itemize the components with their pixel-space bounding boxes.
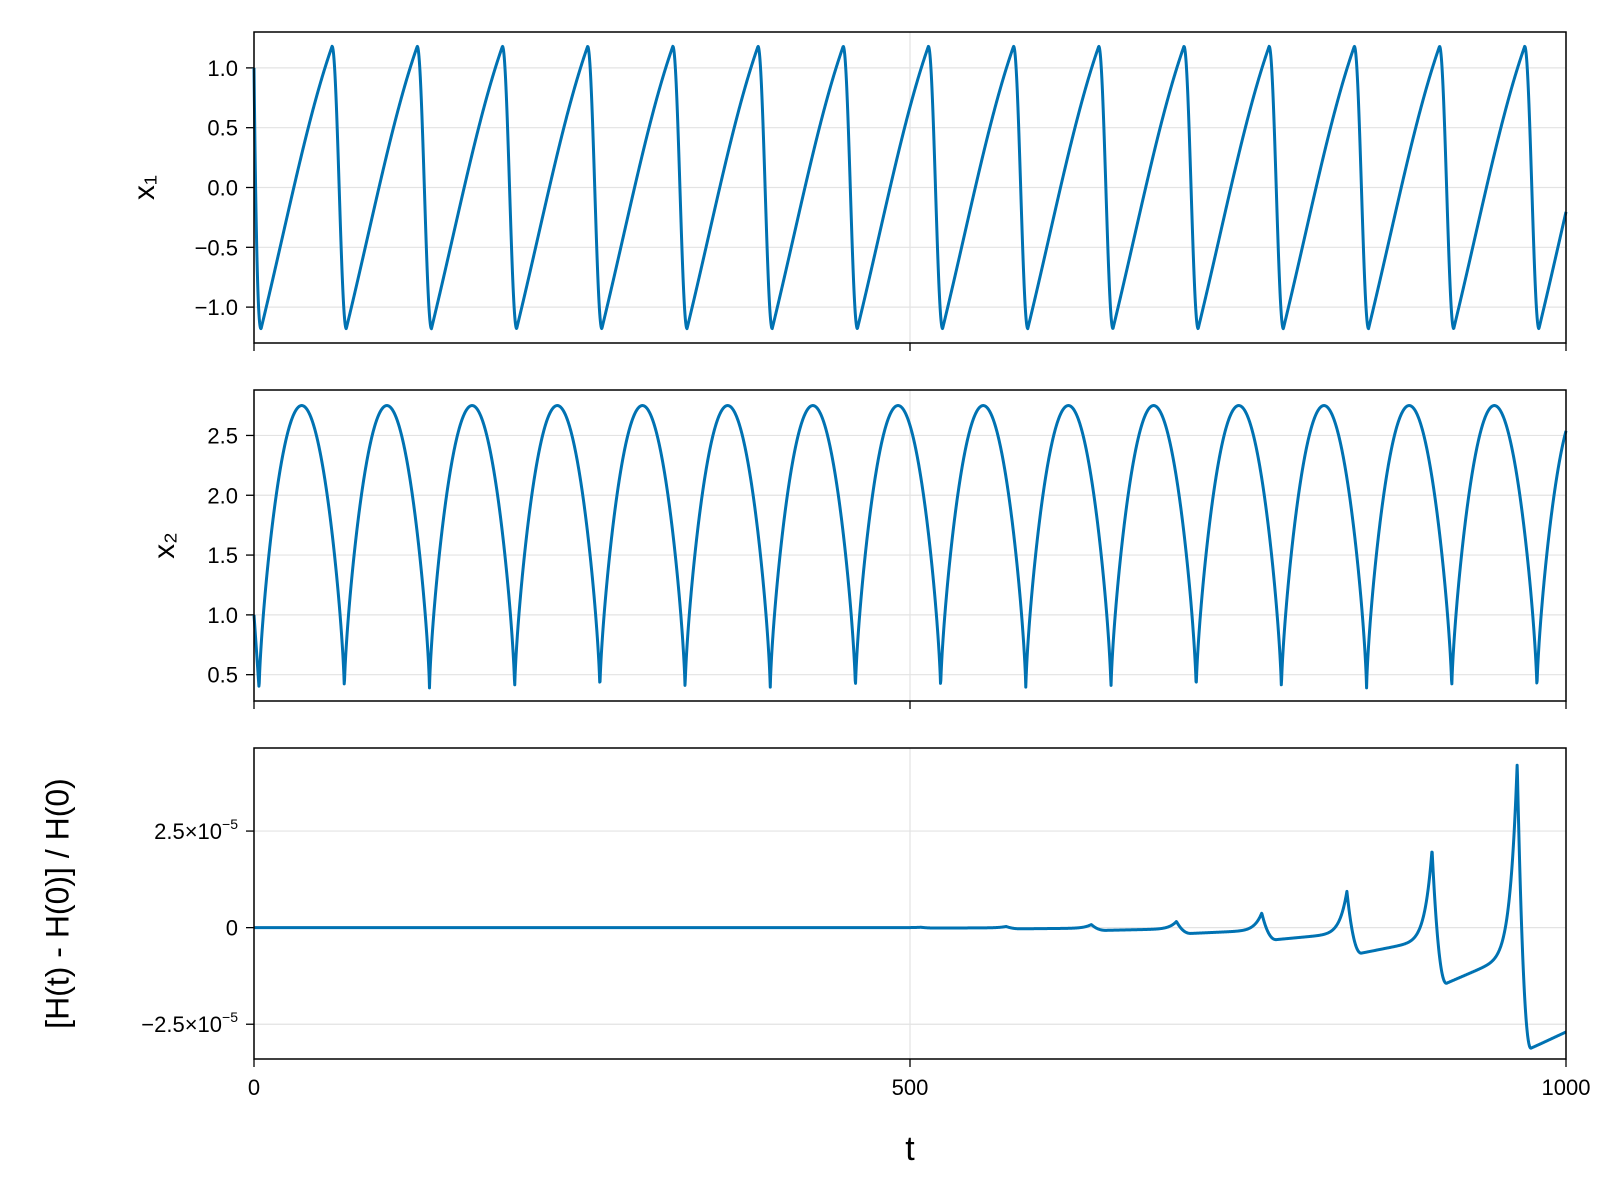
xtick-label-1: 500 [892,1075,929,1100]
series-line-2 [252,763,1568,1050]
series-line-0 [252,44,1568,331]
panel-x1: 1.0 0.5 0.0 −0.5 −1.0 x₁ [128,31,1568,351]
ytick-label-4: −1.0 [195,295,238,320]
axes-frame-energy-error [253,747,1567,1060]
series-x1 [252,44,1568,331]
ytick-label-4: 0.5 [207,663,238,688]
ytick-label-3: −0.5 [195,235,238,260]
axes-frame-x2 [253,389,1567,702]
series-x2 [252,404,1568,690]
panel-energy-error: 0 500 1000 2.5×10−5 0 −2.5×10−5 [H(t) - H(0)]… [39,747,1590,1168]
grid-x2 [253,390,1567,701]
xtick-label-0: 0 [248,1075,260,1100]
ticks-x1: 1.0 0.5 0.0 −0.5 −1.0 [195,56,1567,351]
panel-x2: 2.5 2.0 1.5 1.0 0.5 x₂ [148,389,1568,709]
series-energy-error [252,763,1568,1050]
series-line-1 [252,404,1568,690]
ytick-label-2: 1.5 [207,543,238,568]
ytick-label-3: 1.0 [207,603,238,628]
ytick-label-0: 2.5 [207,423,238,448]
ytick-label-0: 2.5×10−5 [154,816,238,844]
ytick-label-2: −2.5×10−5 [141,1009,238,1037]
ytick-label-1: 0 [226,916,238,941]
ylabel-x1: x₁ [128,175,161,200]
ytick-label-1: 0.5 [207,116,238,141]
xtick-label-2: 1000 [1542,1075,1591,1100]
ytick-label-2: 0.0 [207,176,238,201]
ylabel-energy-error: [H(t) - H(0)] / H(0) [39,778,75,1029]
ticks-energy-error: 0 500 1000 2.5×10−5 0 −2.5×10−5 [141,816,1590,1100]
ytick-label-1: 2.0 [207,483,238,508]
ylabel-x2: x₂ [148,532,181,559]
ytick-label-0: 1.0 [207,56,238,81]
xlabel-t: t [905,1130,915,1168]
ticks-x2: 2.5 2.0 1.5 1.0 0.5 [207,423,1567,709]
axes-frame-x1 [253,31,1567,344]
